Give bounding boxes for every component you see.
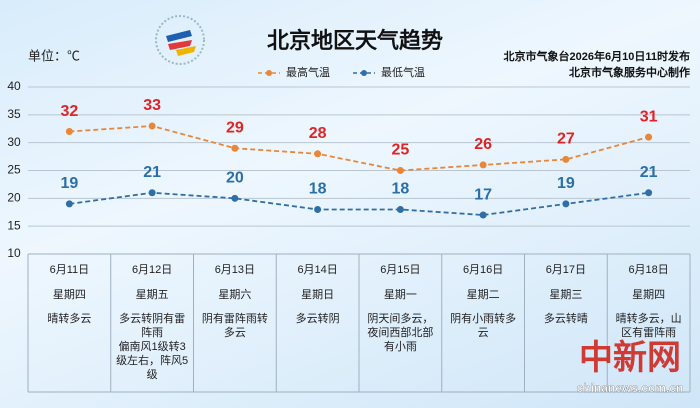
weekday: 星期四 [632, 289, 666, 301]
point [148, 189, 156, 197]
weekday: 星期六 [218, 289, 252, 301]
weekday: 星期五 [135, 289, 169, 301]
date: 6月16日 [462, 264, 504, 276]
weekday: 星期二 [466, 289, 500, 301]
y-tick-label: 35 [7, 107, 21, 121]
weekday: 星期一 [383, 289, 417, 301]
point [314, 205, 322, 213]
weather: 多云转阴 [295, 313, 340, 325]
legend-marker [266, 70, 272, 76]
point [314, 150, 322, 158]
point [148, 122, 156, 130]
weather: 多云转晴 [543, 313, 588, 325]
data-label: 18 [391, 181, 409, 198]
point [65, 200, 73, 208]
y-tick-label: 15 [7, 218, 21, 232]
series-line [69, 191, 649, 216]
logo [155, 15, 205, 65]
weather: 阴有雷阵雨转多云 [201, 313, 268, 339]
point [65, 128, 73, 136]
watermark: chinanews.com.cn [577, 381, 684, 395]
source: 北京市气象台2026年6月10日11时发布 [504, 49, 690, 63]
weekday: 星期四 [52, 289, 86, 301]
weather: 多云转阴有雷阵雨 [119, 313, 186, 339]
unit-label: 单位：℃ [28, 48, 80, 63]
y-tick-label: 10 [7, 246, 21, 260]
data-label: 21 [640, 164, 658, 181]
data-label: 17 [474, 186, 492, 203]
y-tick-label: 40 [7, 79, 21, 93]
point [479, 211, 487, 219]
date: 6月12日 [131, 264, 173, 276]
data-label: 32 [60, 103, 78, 120]
y-tick-label: 30 [7, 135, 21, 149]
point [645, 133, 653, 141]
data-label: 18 [309, 181, 327, 198]
point [231, 144, 239, 152]
date: 6月14日 [297, 264, 338, 276]
weather: 偏南风1级转3级左右，阵风5级 [116, 341, 189, 381]
date: 6月15日 [380, 264, 421, 276]
data-label: 28 [309, 125, 327, 142]
watermark: 中新网 [579, 339, 681, 377]
data-label: 19 [60, 175, 78, 192]
data-label: 27 [557, 131, 575, 148]
legend-label: 最低气温 [381, 65, 425, 79]
data-label: 26 [474, 136, 492, 153]
point [231, 194, 239, 202]
date: 6月18日 [628, 264, 669, 276]
series-line [69, 125, 649, 172]
y-tick-label: 25 [7, 163, 21, 177]
data-label: 25 [391, 142, 409, 159]
point [562, 200, 570, 208]
data-label: 20 [226, 170, 244, 187]
weather: 晴转多云 [47, 313, 92, 325]
legend-marker [361, 70, 367, 76]
weekday: 星期日 [301, 289, 335, 301]
chart-title: 北京地区天气趋势 [267, 28, 443, 53]
point [645, 189, 653, 197]
date: 6月13日 [214, 264, 256, 276]
point [562, 155, 570, 163]
weather: 晴转多云，山区有雷阵雨 [615, 313, 682, 339]
date: 6月11日 [49, 264, 90, 276]
data-label: 31 [640, 108, 658, 125]
point [396, 167, 404, 174]
y-tick-label: 20 [7, 191, 21, 205]
data-label: 29 [226, 119, 244, 136]
legend-label: 最高气温 [286, 65, 330, 79]
source: 北京市气象服务中心制作 [569, 65, 690, 79]
data-label: 19 [557, 175, 575, 192]
data-label: 21 [143, 164, 161, 181]
point [396, 205, 404, 213]
data-label: 33 [143, 97, 161, 114]
date: 6月17日 [545, 264, 587, 276]
weather: 阴天间多云，夜间西部北部有小雨 [367, 313, 434, 353]
weekday: 星期三 [549, 289, 583, 301]
weather: 阴有小雨转多云 [450, 313, 517, 339]
point [479, 161, 487, 169]
